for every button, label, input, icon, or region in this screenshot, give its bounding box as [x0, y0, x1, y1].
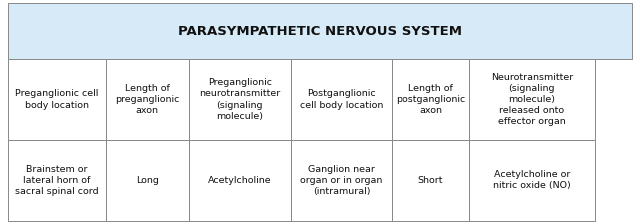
Bar: [291, 59, 392, 140]
Bar: [468, 59, 595, 140]
Bar: [189, 140, 291, 221]
Text: Length of
preganglionic
axon: Length of preganglionic axon: [115, 84, 179, 115]
Text: Long: Long: [136, 176, 159, 185]
Bar: [106, 140, 189, 221]
Text: Ganglion near
organ or in organ
(intramural): Ganglion near organ or in organ (intramu…: [300, 165, 383, 196]
Bar: [8, 59, 106, 140]
Bar: [8, 3, 632, 59]
Text: Neurotransmitter
(signaling
molecule)
released onto
effector organ: Neurotransmitter (signaling molecule) re…: [491, 73, 573, 126]
Bar: [392, 140, 468, 221]
Text: Postganglionic
cell body location: Postganglionic cell body location: [300, 89, 383, 110]
Bar: [8, 140, 106, 221]
Text: Brainstem or
lateral horn of
sacral spinal cord: Brainstem or lateral horn of sacral spin…: [15, 165, 99, 196]
Text: PARASYMPATHETIC NERVOUS SYSTEM: PARASYMPATHETIC NERVOUS SYSTEM: [178, 25, 462, 38]
Bar: [291, 140, 392, 221]
Bar: [189, 59, 291, 140]
Text: Length of
postganglionic
axon: Length of postganglionic axon: [396, 84, 465, 115]
Text: Preganglionic cell
body location: Preganglionic cell body location: [15, 89, 99, 110]
Text: Short: Short: [418, 176, 444, 185]
Text: Acetylcholine: Acetylcholine: [208, 176, 271, 185]
Bar: [106, 59, 189, 140]
Text: Preganglionic
neurotransmitter
(signaling
molecule): Preganglionic neurotransmitter (signalin…: [199, 78, 280, 121]
Bar: [468, 140, 595, 221]
Bar: [392, 59, 468, 140]
Text: Acetylcholine or
nitric oxide (NO): Acetylcholine or nitric oxide (NO): [493, 170, 571, 190]
